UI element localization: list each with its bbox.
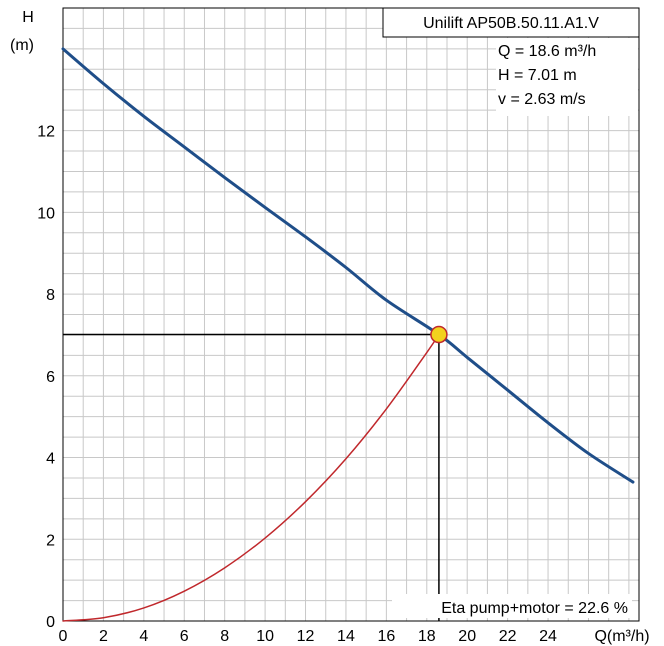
y-axis-label: H [22,9,34,26]
y-tick-label: 12 [37,124,55,141]
x-tick-label: 18 [418,628,436,645]
operating-point-info: Q = 18.6 m³/h H = 7.01 m v = 2.63 m/s [496,38,638,116]
info-line: H = 7.01 m [498,67,577,84]
x-tick-label: 14 [337,628,355,645]
x-tick-label: 8 [220,628,229,645]
x-tick-label: 24 [539,628,557,645]
y-axis-unit: (m) [10,37,34,54]
info-box [496,38,638,116]
efficiency-box [392,594,632,618]
title-box [382,7,640,38]
info-line: Q = 18.6 m³/h [498,43,596,60]
x-tick-label: 16 [377,628,395,645]
x-tick-label: 0 [59,628,68,645]
operating-point-marker [430,325,448,344]
operating-point-layer [430,325,448,344]
operating-point-guides [63,333,440,621]
efficiency-label: Eta pump+motor = 22.6 % [441,600,628,617]
plot-frame [62,7,640,622]
y-tick-label: 6 [46,369,55,386]
curves [61,47,635,622]
x-tick-label: 10 [256,628,274,645]
x-axis-label: Q(m³/h) [594,628,649,645]
y-tick-label: 4 [46,451,55,468]
x-tick-label: 22 [499,628,517,645]
system-curve-line [62,333,440,622]
y-tick-label: 10 [37,205,55,222]
x-tick-label: 6 [180,628,189,645]
info-line: v = 2.63 m/s [498,91,586,108]
grid [63,8,639,621]
pump-curve-line [61,47,635,484]
x-tick-label: 12 [297,628,315,645]
y-tick-label: 8 [46,287,55,304]
y-tick-label: 0 [46,614,55,631]
x-tick-label: 4 [139,628,148,645]
y-tick-label: 2 [46,532,55,549]
x-tick-label: 2 [99,628,108,645]
chart-title: Unilift AP50B.50.11.A1.V [423,15,599,32]
x-tick-label: 20 [458,628,476,645]
